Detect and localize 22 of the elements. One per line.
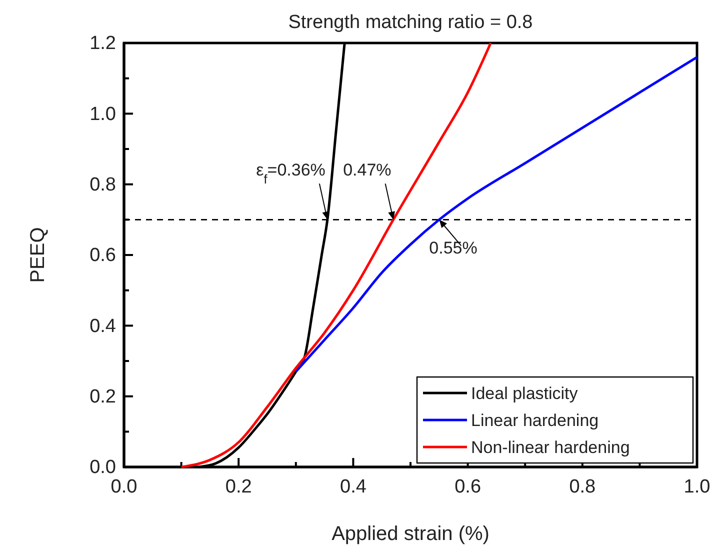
y-tick-label: 1.0 <box>90 104 116 125</box>
y-tick-label: 1.2 <box>90 33 116 54</box>
legend-label: Ideal plasticity <box>471 384 578 403</box>
x-axis-title: Applied strain (%) <box>332 523 490 545</box>
legend-label: Non-linear hardening <box>471 438 630 457</box>
y-tick-label: 0.4 <box>90 316 116 337</box>
legend-label: Linear hardening <box>471 411 599 430</box>
x-tick-label: 1.0 <box>684 476 710 498</box>
y-tick-label: 0.0 <box>90 457 116 478</box>
chart-title: Strength matching ratio = 0.8 <box>288 12 533 33</box>
x-tick-label: 0.4 <box>340 476 367 498</box>
annotation: 0.47% <box>343 160 392 180</box>
x-tick-label: 0.0 <box>110 476 138 498</box>
y-tick-label: 0.8 <box>90 174 116 196</box>
y-tick-label: 0.2 <box>90 386 116 408</box>
y-tick-label: 0.6 <box>90 245 116 266</box>
annotation: ε$_{f}$=0.36% <box>256 160 326 186</box>
x-tick-label: 0.6 <box>454 476 482 498</box>
annotation: 0.55% <box>429 238 478 258</box>
x-tick-label: 0.2 <box>225 476 252 498</box>
y-axis-title: PEEQ <box>27 227 49 283</box>
x-tick-label: 0.8 <box>569 476 596 498</box>
